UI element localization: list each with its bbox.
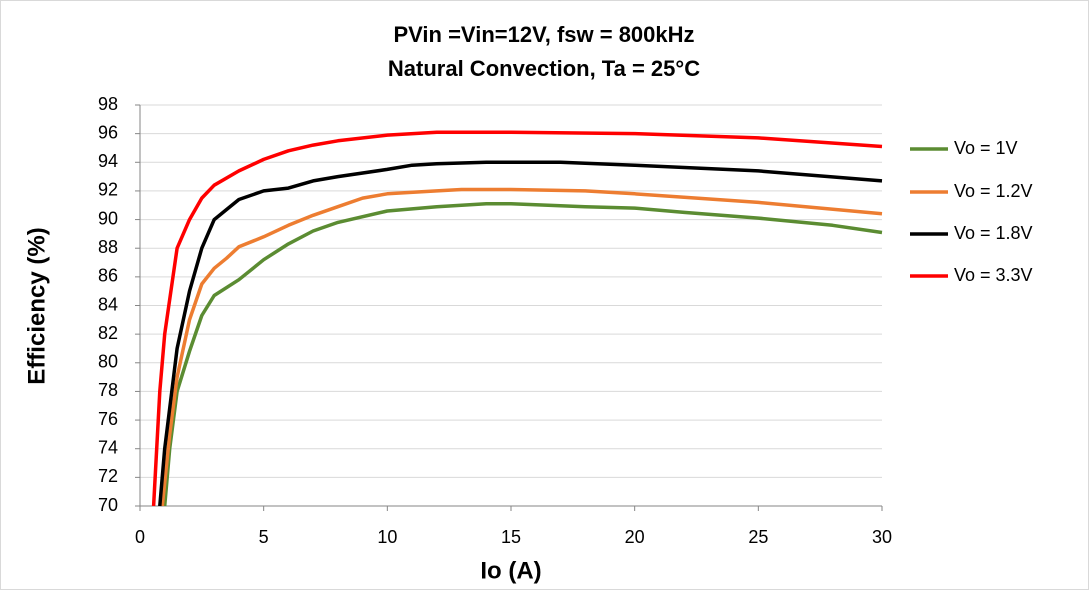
legend-label: Vo = 1.2V	[954, 181, 1033, 201]
series-line	[158, 160, 883, 507]
x-tick-label: 15	[501, 527, 521, 547]
y-tick-label: 98	[98, 94, 118, 114]
y-tick-label: 76	[98, 409, 118, 429]
legend-label: Vo = 3.3V	[954, 265, 1033, 285]
x-tick-label: 30	[872, 527, 892, 547]
y-tick-label: 88	[98, 237, 118, 257]
y-tick-label: 84	[98, 294, 118, 314]
y-tick-label: 72	[98, 466, 118, 486]
x-tick-label: 20	[625, 527, 645, 547]
y-tick-label: 92	[98, 180, 118, 200]
x-tick-label: 5	[259, 527, 269, 547]
series-line	[162, 202, 883, 507]
y-tick-label: 78	[98, 380, 118, 400]
y-tick-label: 94	[98, 151, 118, 171]
x-tick-label: 10	[377, 527, 397, 547]
y-tick-label: 82	[98, 323, 118, 343]
legend-label: Vo = 1.8V	[954, 223, 1033, 243]
y-axis-label: Efficiency (%)	[23, 227, 50, 384]
y-tick-label: 90	[98, 208, 118, 228]
y-tick-label: 96	[98, 122, 118, 142]
chart-subtitle: Natural Convection, Ta = 25°C	[388, 56, 700, 81]
legend-label: Vo = 1V	[954, 138, 1018, 158]
chart-title: PVin =Vin=12V, fsw = 800kHz	[393, 22, 694, 47]
series-line	[160, 187, 883, 507]
x-tick-label: 0	[135, 527, 145, 547]
x-axis-label: Io (A)	[480, 557, 541, 584]
series-line	[151, 130, 883, 507]
y-tick-label: 86	[98, 266, 118, 286]
x-tick-label: 25	[748, 527, 768, 547]
y-tick-label: 70	[98, 495, 118, 515]
y-tick-label: 74	[98, 437, 118, 457]
y-tick-label: 80	[98, 352, 118, 372]
